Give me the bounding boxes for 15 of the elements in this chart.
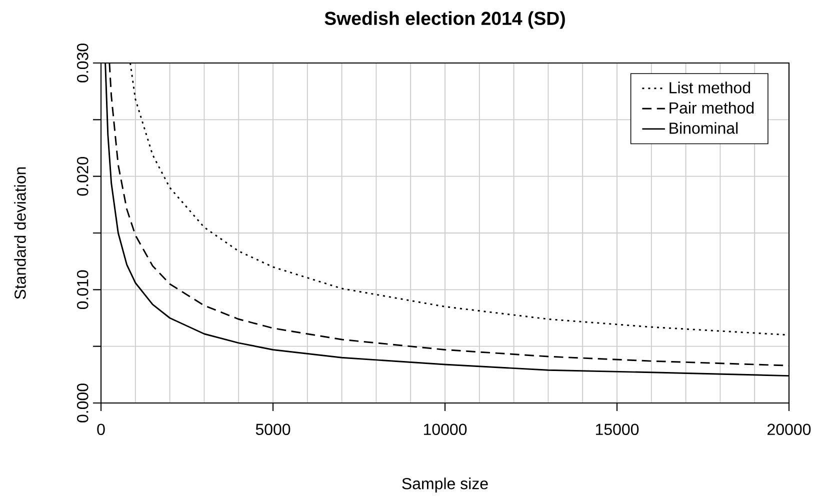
x-tick-label: 15000: [596, 424, 639, 436]
y-tick-label: 0.000: [76, 384, 88, 422]
x-tick-label: 10000: [424, 424, 467, 436]
x-tick-label: 20000: [768, 424, 811, 436]
legend-label: Pair method: [670, 102, 754, 114]
legend-label: List method: [670, 82, 750, 94]
x-axis-title: Sample size: [402, 478, 488, 492]
y-tick-label: 0.030: [76, 44, 88, 82]
y-tick-label: 0.010: [76, 270, 88, 310]
x-tick-label: 0: [97, 424, 105, 436]
legend-label: Binominal: [670, 122, 738, 134]
chart-title: Swedish election 2014 (SD): [324, 11, 565, 29]
x-tick-label: 5000: [256, 424, 290, 436]
y-tick-label: 0.020: [76, 156, 88, 196]
y-axis-title: Standard deviation: [14, 167, 26, 299]
